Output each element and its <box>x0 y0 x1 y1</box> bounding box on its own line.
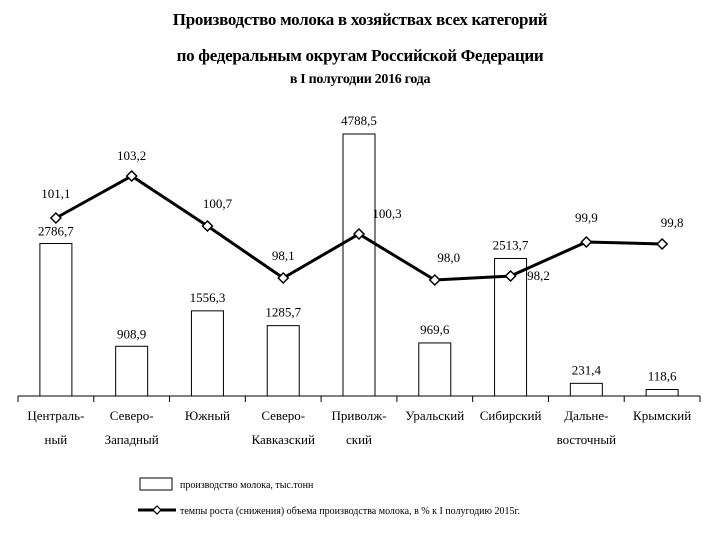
line-value-label: 98,2 <box>527 268 550 283</box>
line-point-marker <box>580 235 593 249</box>
line-value-label: 100,7 <box>203 196 233 211</box>
legend-bar-label: производство молока, тыс.тонн <box>180 480 314 491</box>
category-label: Западный <box>105 432 159 447</box>
bar <box>418 342 452 397</box>
line-point-marker <box>656 237 669 251</box>
bar-value-label: 4788,5 <box>341 113 377 128</box>
category-label: ный <box>45 432 68 447</box>
category-label: Сибирский <box>480 408 542 423</box>
bar <box>342 133 376 397</box>
legend-line-label: темпы роста (снижения) объема производст… <box>180 506 520 517</box>
category-label: восточный <box>557 432 617 447</box>
bar-value-label: 908,9 <box>117 326 146 341</box>
line-value-label: 99,8 <box>661 215 684 230</box>
category-label: Южный <box>185 408 230 423</box>
bar <box>115 345 149 397</box>
bar-value-label: 969,6 <box>420 322 450 337</box>
category-label: Крымский <box>633 408 691 423</box>
category-label: Северо- <box>261 408 305 423</box>
bar-value-label: 231,4 <box>572 362 602 377</box>
chart-title-line-3: в I полугодии 2016 года <box>289 72 431 87</box>
bar-value-label: 118,6 <box>648 369 677 384</box>
category-label: Централь- <box>27 408 84 423</box>
line-point-marker <box>201 219 214 233</box>
legend-bar-swatch <box>139 477 173 491</box>
chart-title-line-2: по федеральным округам Российской Федера… <box>176 46 544 65</box>
line-point-marker <box>277 271 290 285</box>
line-value-label: 98,0 <box>437 250 460 265</box>
bar <box>190 310 224 397</box>
category-label: Уральский <box>405 408 464 423</box>
category-label: Приволж- <box>331 408 386 423</box>
line-point-marker <box>504 269 517 283</box>
line-value-label: 100,3 <box>372 206 401 221</box>
bar-value-label: 1285,7 <box>265 305 301 320</box>
bar-value-label: 2513,7 <box>493 237 529 252</box>
line-value-label: 98,1 <box>272 248 295 263</box>
line-point-marker <box>428 273 441 287</box>
bar-value-label: 2786,7 <box>38 224 74 239</box>
chart-title-line-1: Производство молока в хозяйствах всех ка… <box>172 10 548 29</box>
category-label: ский <box>346 432 372 447</box>
line-value-label: 101,1 <box>41 186 70 201</box>
line-point-marker <box>49 211 62 225</box>
line-value-label: 103,2 <box>117 148 146 163</box>
line-value-label: 99,9 <box>575 210 598 225</box>
category-label: Кавказский <box>252 432 315 447</box>
bar <box>645 389 679 397</box>
legend-line-marker <box>152 505 162 515</box>
category-label: Северо- <box>110 408 154 423</box>
line-point-marker <box>352 227 366 241</box>
bar <box>494 257 528 397</box>
category-label: Дальне- <box>564 408 608 423</box>
line-point-marker <box>125 169 138 183</box>
bar <box>569 382 603 397</box>
bar-value-label: 1556,3 <box>190 290 226 305</box>
bar <box>39 243 73 397</box>
bar <box>266 325 300 397</box>
